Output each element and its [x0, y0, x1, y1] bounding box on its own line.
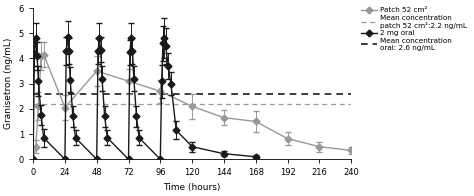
Y-axis label: Granisetron (ng/mL): Granisetron (ng/mL) — [4, 38, 13, 129]
Legend: Patch 52 cm², Mean concentration
patch 52 cm²:2.2 ng/mL, 2 mg oral, Mean concent: Patch 52 cm², Mean concentration patch 5… — [358, 4, 469, 54]
X-axis label: Time (hours): Time (hours) — [164, 183, 221, 192]
